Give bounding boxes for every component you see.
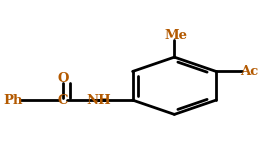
Text: C: C xyxy=(58,94,68,107)
Text: Ac: Ac xyxy=(241,65,259,78)
Text: NH: NH xyxy=(87,94,111,107)
Text: Me: Me xyxy=(164,29,187,42)
Text: Ph: Ph xyxy=(3,94,23,107)
Text: O: O xyxy=(57,72,68,85)
